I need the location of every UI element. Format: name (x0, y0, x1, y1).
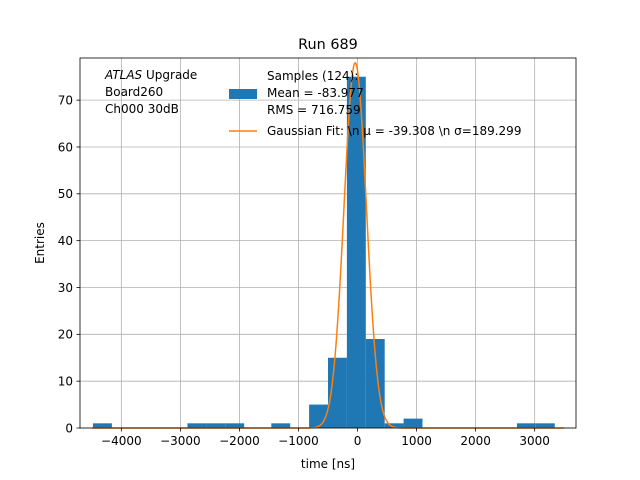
histogram-bar (516, 423, 536, 428)
x-tick-label: 1000 (401, 434, 432, 448)
y-axis-label: Entries (33, 222, 47, 264)
legend-samples-label: Samples (124): (267, 69, 358, 83)
x-tick-label: 2000 (460, 434, 491, 448)
legend-samples-label: RMS = 716.759 (267, 103, 361, 117)
y-tick-label: 50 (58, 187, 73, 201)
histogram-bar (206, 423, 226, 428)
x-axis-ticks: −4000 −3000 −2000 −1000 0 1000 2000 3000 (101, 428, 550, 448)
x-tick-label: 0 (354, 434, 362, 448)
histogram-bar (225, 423, 245, 428)
legend-samples-patch (229, 89, 257, 99)
legend-labels: Samples (124): Mean = -83.977 RMS = 716.… (267, 69, 521, 138)
y-tick-label: 0 (65, 421, 73, 435)
x-axis-label: time [ns] (301, 457, 355, 471)
histogram-bar (384, 423, 404, 428)
histogram-bar (535, 423, 555, 428)
y-tick-label: 60 (58, 140, 73, 154)
y-tick-label: 20 (58, 328, 73, 342)
legend: Samples (124): Mean = -83.977 RMS = 716.… (229, 69, 521, 138)
x-tick-label: −3000 (160, 434, 201, 448)
annotation-rest: Upgrade (142, 68, 197, 82)
x-tick-label: −4000 (101, 434, 142, 448)
annotation-line: Board260 (105, 85, 163, 99)
y-tick-label: 30 (58, 281, 73, 295)
legend-samples-label: Mean = -83.977 (267, 86, 364, 100)
y-tick-label: 10 (58, 374, 73, 388)
atlas-annotation: ATLAS Upgrade Board260 Ch000 30dB (104, 68, 197, 116)
y-tick-label: 40 (58, 234, 73, 248)
x-tick-label: −2000 (219, 434, 260, 448)
histogram-bar (92, 423, 112, 428)
annotation-line: ATLAS Upgrade (104, 68, 197, 82)
histogram-bar (365, 339, 385, 428)
chart-title: Run 689 (298, 37, 358, 53)
histogram-bar (346, 76, 366, 428)
annotation-line: Ch000 30dB (105, 102, 179, 116)
histogram-bar (403, 418, 423, 428)
histogram-bar (187, 423, 207, 428)
x-tick-label: 3000 (519, 434, 550, 448)
plot-frame (79, 57, 577, 429)
x-tick-label: −1000 (278, 434, 319, 448)
y-axis-ticks: 0 10 20 30 40 50 60 70 (58, 93, 80, 435)
annotation-italic: ATLAS (104, 68, 143, 82)
y-tick-label: 70 (58, 93, 73, 107)
legend-fit-label: Gaussian Fit: \n μ = -39.308 \n σ=189.29… (267, 124, 521, 138)
histogram-bar (271, 423, 291, 428)
